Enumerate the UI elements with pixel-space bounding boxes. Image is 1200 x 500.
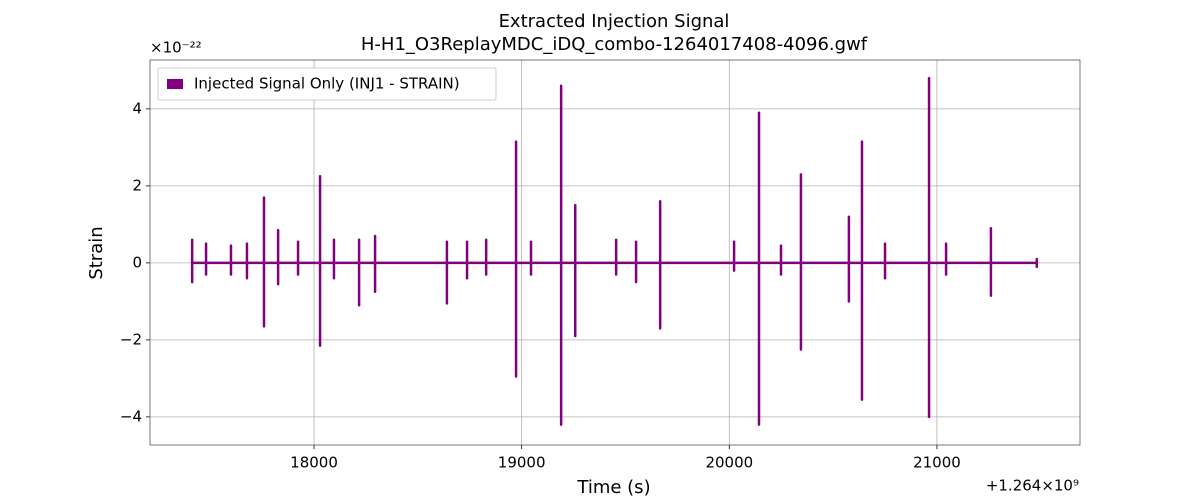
legend: Injected Signal Only (INJ1 - STRAIN) — [157, 67, 497, 101]
legend-box — [157, 67, 497, 101]
y-scale-label: ×10⁻²² — [150, 39, 202, 57]
legend-label: Injected Signal Only (INJ1 - STRAIN) — [194, 75, 460, 93]
y-tick-label: −4 — [120, 407, 142, 425]
x-offset-label: +1.264×10⁹ — [986, 477, 1079, 495]
legend-swatch — [167, 79, 183, 89]
x-tick-label: 18000 — [290, 454, 338, 472]
x-tick-label: 20000 — [705, 454, 753, 472]
y-tick-label: 0 — [132, 253, 142, 271]
y-tick-label: −2 — [120, 330, 142, 348]
x-axis-label: Time (s) — [576, 477, 650, 498]
chart-subtitle: H-H1_O3ReplayMDC_iDQ_combo-1264017408-40… — [361, 34, 868, 55]
plot-frame — [149, 59, 1081, 446]
y-tick-label: 2 — [132, 176, 142, 194]
chart-title: Extracted Injection Signal — [499, 11, 730, 32]
signal-line — [190, 76, 1039, 426]
x-tick-label: 21000 — [913, 454, 961, 472]
x-tick-label: 19000 — [498, 454, 546, 472]
y-tick-label: 4 — [132, 99, 142, 117]
y-axis-label: Strain — [86, 226, 107, 279]
